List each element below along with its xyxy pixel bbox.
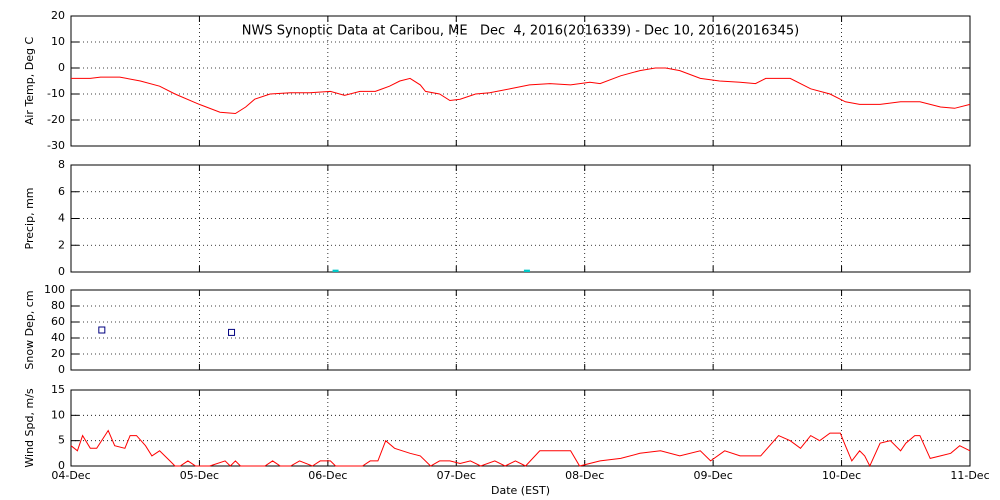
x-tick-label: 10-Dec	[822, 469, 861, 482]
x-axis-label: Date (EST)	[491, 484, 550, 497]
data-line	[71, 67, 971, 115]
data-line	[70, 429, 971, 468]
y-tick-label: 4	[58, 212, 65, 225]
y-tick-label: 15	[51, 383, 65, 396]
y-axis-label: Precip, mm	[23, 188, 36, 250]
chart-title: NWS Synoptic Data at Caribou, ME Dec 4, …	[242, 24, 800, 39]
y-tick-label: 20	[51, 9, 65, 22]
y-tick-label: 8	[58, 158, 65, 171]
y-tick-label: 40	[51, 331, 65, 344]
y-tick-label: 80	[51, 299, 65, 312]
y-tick-label: -20	[47, 113, 65, 126]
y-tick-label: 6	[58, 185, 65, 198]
y-tick-label: 0	[58, 265, 65, 278]
y-tick-label: 0	[58, 459, 65, 472]
x-tick-label: 09-Dec	[694, 469, 733, 482]
x-tick-label: 11-Dec	[950, 469, 989, 482]
y-tick-label: 60	[51, 315, 65, 328]
x-tick-label: 06-Dec	[308, 469, 347, 482]
y-axis-label: Air Temp, Deg C	[23, 37, 36, 126]
y-tick-label: 100	[44, 283, 65, 296]
point	[228, 328, 236, 336]
y-tick-label: -30	[47, 139, 65, 152]
y-tick-label: 10	[51, 35, 65, 48]
y-tick-label: 0	[58, 61, 65, 74]
y-tick-label: 5	[58, 434, 65, 447]
y-tick-label: 10	[51, 408, 65, 421]
x-tick-label: 08-Dec	[565, 469, 604, 482]
y-axis-label: Wind Spd, m/s	[23, 388, 36, 468]
bar	[332, 269, 339, 272]
plot-frame	[70, 289, 971, 371]
x-tick-label: 05-Dec	[180, 469, 219, 482]
bar	[523, 269, 530, 272]
x-tick-label: 07-Dec	[437, 469, 476, 482]
y-tick-label: 20	[51, 347, 65, 360]
x-tick-label: 04-Dec	[51, 469, 90, 482]
y-tick-label: -10	[47, 87, 65, 100]
point	[98, 326, 106, 334]
y-tick-label: 0	[58, 363, 65, 376]
plot-frame	[70, 389, 971, 467]
y-tick-label: 2	[58, 238, 65, 251]
y-axis-label: Snow Dep, cm	[23, 290, 36, 369]
